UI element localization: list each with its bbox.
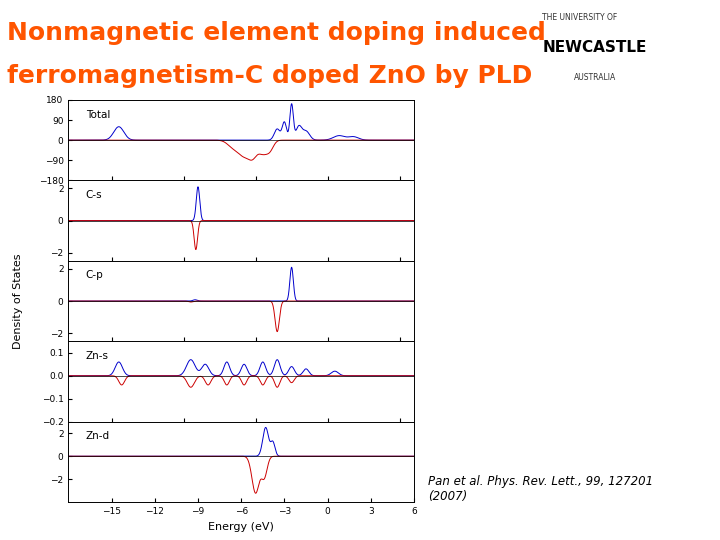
Text: C replacing O induces
holes in the O2p states,
which coupled with C2p
with p-p i: C replacing O induces holes in the O2p s… (445, 156, 626, 279)
X-axis label: Energy (eV): Energy (eV) (208, 522, 274, 531)
Text: NEWCASTLE: NEWCASTLE (542, 40, 647, 55)
Text: Density of States: Density of States (13, 253, 23, 349)
Text: THE UNIVERSITY OF: THE UNIVERSITY OF (542, 12, 618, 22)
Text: Total: Total (86, 110, 110, 119)
Text: Pan et al. Phys. Rev. Lett., 99, 127201
(2007): Pan et al. Phys. Rev. Lett., 99, 127201 … (428, 475, 654, 503)
Text: Zn-d: Zn-d (86, 431, 110, 441)
Text: C-p: C-p (86, 271, 104, 280)
Text: Zn-s: Zn-s (86, 351, 109, 361)
Text: C-s: C-s (86, 190, 102, 200)
Text: ferromagnetism-C doped ZnO by PLD: ferromagnetism-C doped ZnO by PLD (7, 64, 533, 88)
Text: AUSTRALIA: AUSTRALIA (574, 73, 616, 82)
Text: Nonmagnetic element doping induced: Nonmagnetic element doping induced (7, 21, 546, 45)
